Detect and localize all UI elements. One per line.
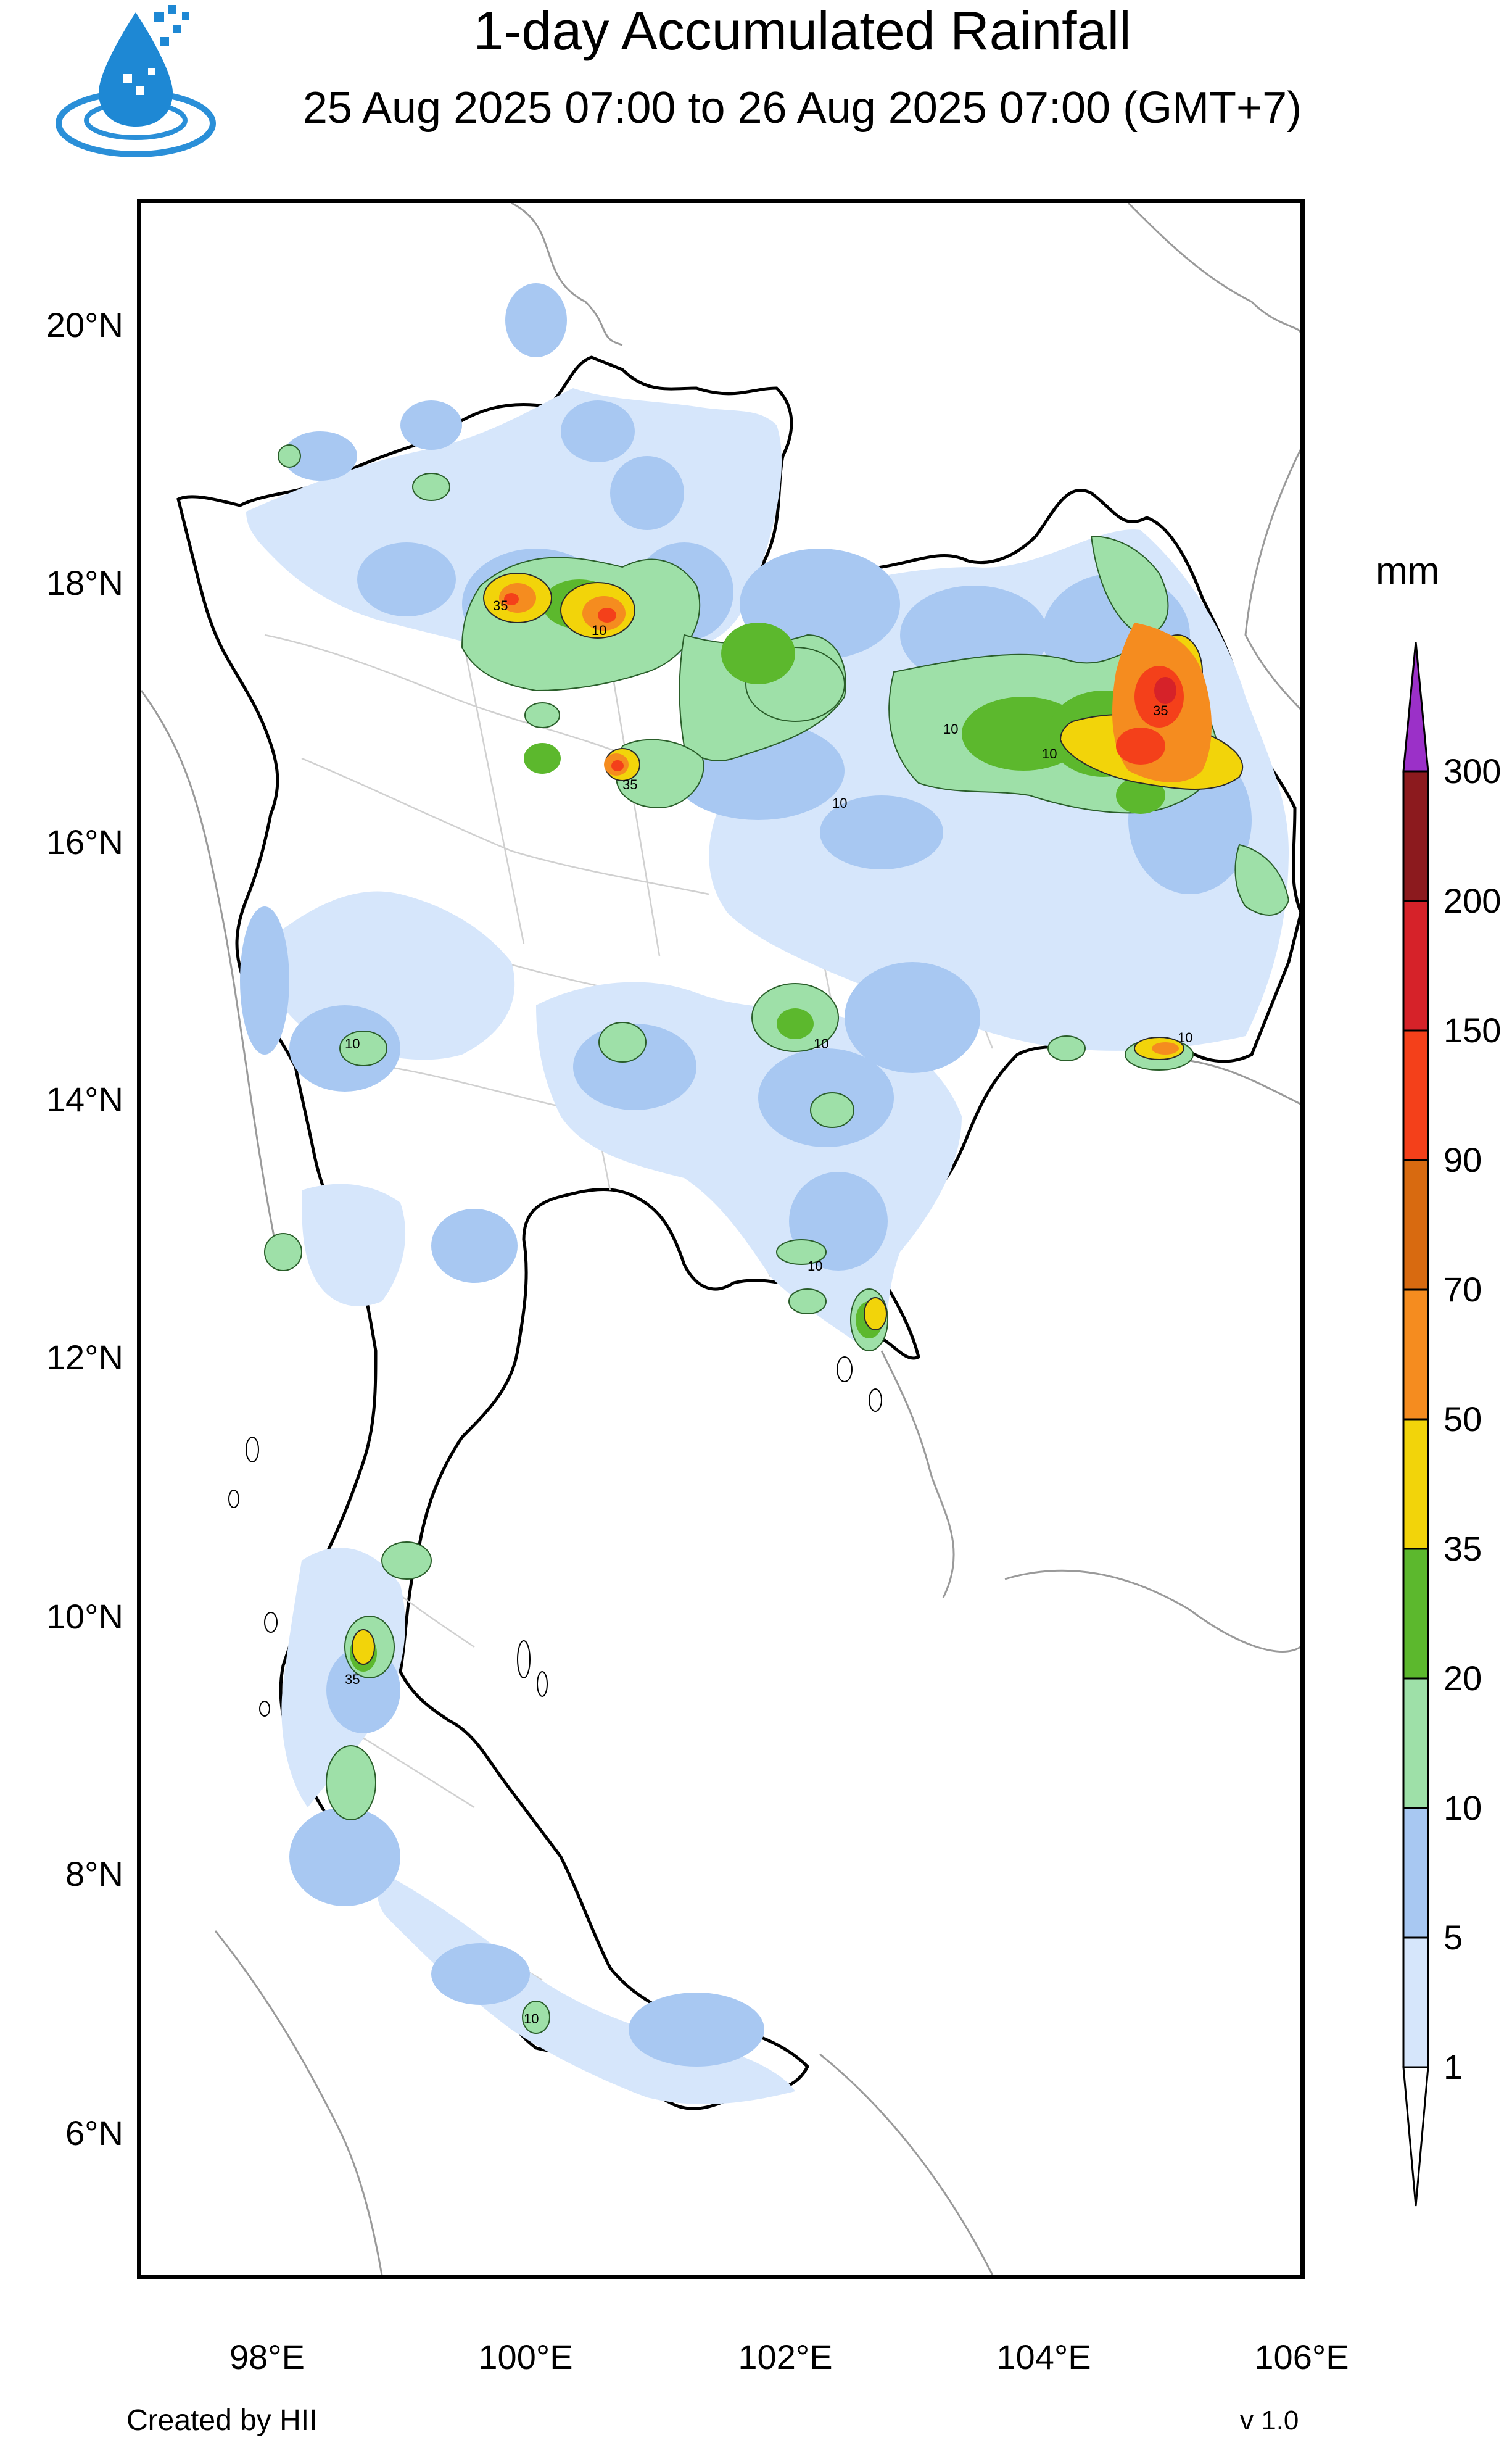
rainfall-map: 35 10 35 10 10 35 10 10 10 10 10 35 10: [137, 199, 1305, 2279]
lat-label-18n: 18°N: [46, 563, 123, 602]
svg-text:10: 10: [943, 721, 958, 737]
lon-label-106e: 106°E: [1254, 2337, 1349, 2376]
map-subtitle: 25 Aug 2025 07:00 to 26 Aug 2025 07:00 (…: [302, 83, 1302, 133]
neighbor-borders: [141, 203, 1300, 2275]
svg-text:35: 35: [1153, 703, 1168, 718]
colorbar-label-10: 10: [1444, 1788, 1482, 1827]
colorbar: [1402, 642, 1429, 2207]
islands: [228, 1356, 882, 1717]
colorbar-label-150: 150: [1444, 1011, 1502, 1050]
colorbar-label-90: 90: [1444, 1140, 1482, 1179]
svg-text:35: 35: [493, 598, 508, 613]
credit-text: Created by HII: [126, 2404, 318, 2437]
colorbar-label-5: 5: [1444, 1918, 1463, 1957]
colorbar-label-1: 1: [1444, 2047, 1463, 2086]
lat-label-16n: 16°N: [46, 823, 123, 861]
map-canvas: 35 10 35 10 10 35 10 10 10 10 10 35 10: [141, 203, 1300, 2275]
svg-text:10: 10: [814, 1036, 828, 1051]
lat-label-6n: 6°N: [65, 2113, 123, 2152]
contour-labels: 35 10 35 10 10 35 10 10 10 10 10 35 10: [345, 598, 1192, 2026]
svg-text:10: 10: [1178, 1030, 1192, 1045]
svg-text:10: 10: [592, 623, 606, 638]
svg-text:10: 10: [345, 1036, 360, 1051]
lon-label-100e: 100°E: [478, 2337, 573, 2376]
lon-label-104e: 104°E: [996, 2337, 1091, 2376]
svg-text:35: 35: [345, 1672, 360, 1687]
svg-text:10: 10: [524, 2011, 539, 2026]
lat-label-8n: 8°N: [65, 1854, 123, 1893]
colorbar-label-20: 20: [1444, 1659, 1482, 1698]
lat-label-14n: 14°N: [46, 1080, 123, 1119]
lat-label-20n: 20°N: [46, 305, 123, 344]
svg-text:10: 10: [808, 1258, 822, 1274]
colorbar-label-70: 70: [1444, 1270, 1482, 1309]
svg-text:10: 10: [832, 795, 847, 811]
colorbar-label-200: 200: [1444, 881, 1502, 920]
rain-150-200-mm: [1154, 677, 1176, 704]
colorbar-label-35: 35: [1444, 1529, 1482, 1568]
water-drop-logo-icon: [56, 5, 216, 157]
colorbar-label-50: 50: [1444, 1400, 1482, 1438]
colorbar-unit: mm: [1376, 550, 1440, 592]
lat-label-10n: 10°N: [46, 1597, 123, 1636]
svg-text:35: 35: [622, 777, 637, 792]
version-text: v 1.0: [1240, 2405, 1299, 2436]
colorbar-label-300: 300: [1444, 752, 1502, 790]
svg-text:10: 10: [1042, 746, 1057, 761]
map-title: 1-day Accumulated Rainfall: [473, 0, 1131, 61]
lon-label-98e: 98°E: [229, 2337, 305, 2376]
lon-label-102e: 102°E: [738, 2337, 833, 2376]
lat-label-12n: 12°N: [46, 1338, 123, 1377]
